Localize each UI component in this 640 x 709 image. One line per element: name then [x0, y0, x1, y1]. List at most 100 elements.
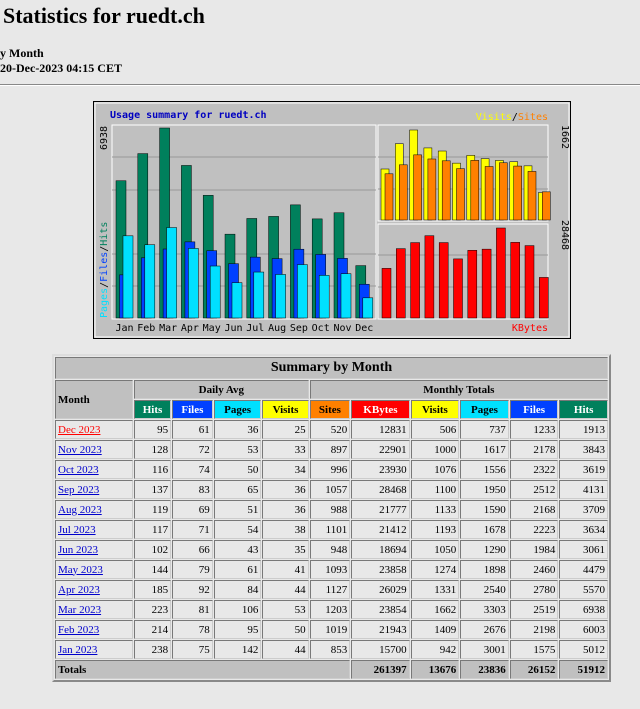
month-link[interactable]: Aug 2023: [58, 503, 102, 516]
value-cell: 1050: [410, 540, 460, 559]
bar: [188, 248, 199, 319]
value-cell: 53: [262, 600, 309, 619]
value-cell: 75: [172, 640, 213, 659]
hits-max-label: 6938: [99, 126, 110, 150]
group-row: Month Daily Avg Monthly Totals: [55, 380, 608, 419]
value-cell: 116: [134, 460, 172, 479]
month-link[interactable]: Feb 2023: [58, 623, 100, 636]
month-link[interactable]: Nov 2023: [58, 443, 102, 456]
value-cell: 2676: [460, 620, 509, 639]
value-cell: 26029: [351, 580, 410, 599]
month-cell: May 2023: [55, 560, 133, 579]
bar: [399, 164, 408, 221]
bar: [424, 235, 435, 319]
month-link[interactable]: Mar 2023: [58, 603, 102, 616]
bar: [484, 166, 494, 221]
value-cell: 34: [262, 460, 309, 479]
total-cell: 51912: [559, 660, 608, 679]
value-cell: 50: [213, 460, 262, 479]
value-cell: 185: [134, 580, 172, 599]
value-cell: 128: [134, 440, 172, 459]
value-cell: 21412: [351, 520, 410, 539]
value-cell: 737: [460, 420, 509, 439]
bar: [542, 191, 551, 221]
value-cell: 1133: [410, 500, 460, 519]
column-header: Pages: [460, 400, 509, 419]
month-label: Mar: [159, 323, 177, 334]
value-cell: 1290: [460, 540, 509, 559]
value-cell: 12831: [351, 420, 410, 439]
month-link[interactable]: Dec 2023: [58, 423, 101, 436]
bar: [396, 248, 406, 319]
month-link[interactable]: Jan 2023: [58, 643, 98, 656]
month-link[interactable]: Sep 2023: [58, 483, 100, 496]
total-cell: 26152: [509, 660, 559, 679]
data-row: May 2023 144 79 61 41 1093 23858 1274 1898 2460 44…: [55, 560, 608, 579]
bar: [539, 277, 549, 319]
graph-title: Usage summary for ruedt.ch: [110, 110, 267, 121]
value-cell: 65: [213, 480, 262, 499]
value-cell: 5570: [559, 580, 608, 599]
value-cell: 3619: [559, 460, 608, 479]
value-cell: 1127: [309, 580, 351, 599]
value-cell: 6003: [559, 620, 608, 639]
data-row: Dec 2023 95 61 36 25 520 12831 506 737 1233 1913: [55, 420, 608, 439]
value-cell: 23930: [351, 460, 410, 479]
value-cell: 51: [213, 500, 262, 519]
month-label: Apr: [181, 323, 199, 334]
value-cell: 23854: [351, 600, 410, 619]
month-label: Nov: [333, 323, 351, 334]
month-cell: Jul 2023: [55, 520, 133, 539]
bar: [441, 160, 451, 221]
data-row: Jan 2023 238 75 142 44 853 15700 942 3001 1575 501…: [55, 640, 608, 659]
column-header: Visits: [410, 400, 460, 419]
value-cell: 23858: [351, 560, 410, 579]
value-cell: 15700: [351, 640, 410, 659]
value-cell: 1984: [509, 540, 559, 559]
column-header: Files: [509, 400, 559, 419]
legend-right: Visits/Sites: [476, 112, 548, 123]
value-cell: 142: [213, 640, 262, 659]
value-cell: 61: [213, 560, 262, 579]
month-link[interactable]: Jul 2023: [58, 523, 96, 536]
month-link[interactable]: Oct 2023: [58, 463, 99, 476]
value-cell: 853: [309, 640, 351, 659]
month-link[interactable]: May 2023: [58, 563, 103, 576]
value-cell: 948: [309, 540, 351, 559]
bar: [513, 165, 522, 221]
value-cell: 84: [213, 580, 262, 599]
value-cell: 3061: [559, 540, 608, 559]
bar: [496, 227, 506, 319]
legend-visits: Visits: [476, 112, 512, 123]
value-cell: 2540: [460, 580, 509, 599]
month-label: Dec: [355, 323, 373, 334]
bar: [166, 227, 177, 319]
month-link[interactable]: Apr 2023: [58, 583, 100, 596]
data-row: Jul 2023 117 71 54 38 1101 21412 1193 1678 2223 36…: [55, 520, 608, 539]
value-cell: 41: [262, 560, 309, 579]
column-header: Hits: [559, 400, 608, 419]
value-cell: 3001: [460, 640, 509, 659]
month-cell: Mar 2023: [55, 600, 133, 619]
value-cell: 117: [134, 520, 172, 539]
value-cell: 69: [172, 500, 213, 519]
page-title: Statistics for ruedt.ch: [3, 3, 205, 28]
bar: [499, 162, 508, 221]
bar: [453, 258, 463, 319]
legend-kbytes: KBytes: [512, 323, 548, 334]
bar: [384, 173, 394, 221]
month-cell: Jan 2023: [55, 640, 133, 659]
value-cell: 22901: [351, 440, 410, 459]
bar: [456, 168, 465, 221]
value-cell: 36: [262, 480, 309, 499]
value-cell: 214: [134, 620, 172, 639]
total-cell: 261397: [351, 660, 410, 679]
value-cell: 897: [309, 440, 351, 459]
graph-bevel: [94, 102, 570, 338]
value-cell: 95: [213, 620, 262, 639]
bar: [524, 245, 535, 319]
value-cell: 3709: [559, 500, 608, 519]
month-header: Month: [55, 380, 133, 419]
month-label: Jul: [246, 323, 264, 334]
month-link[interactable]: Jun 2023: [58, 543, 99, 556]
